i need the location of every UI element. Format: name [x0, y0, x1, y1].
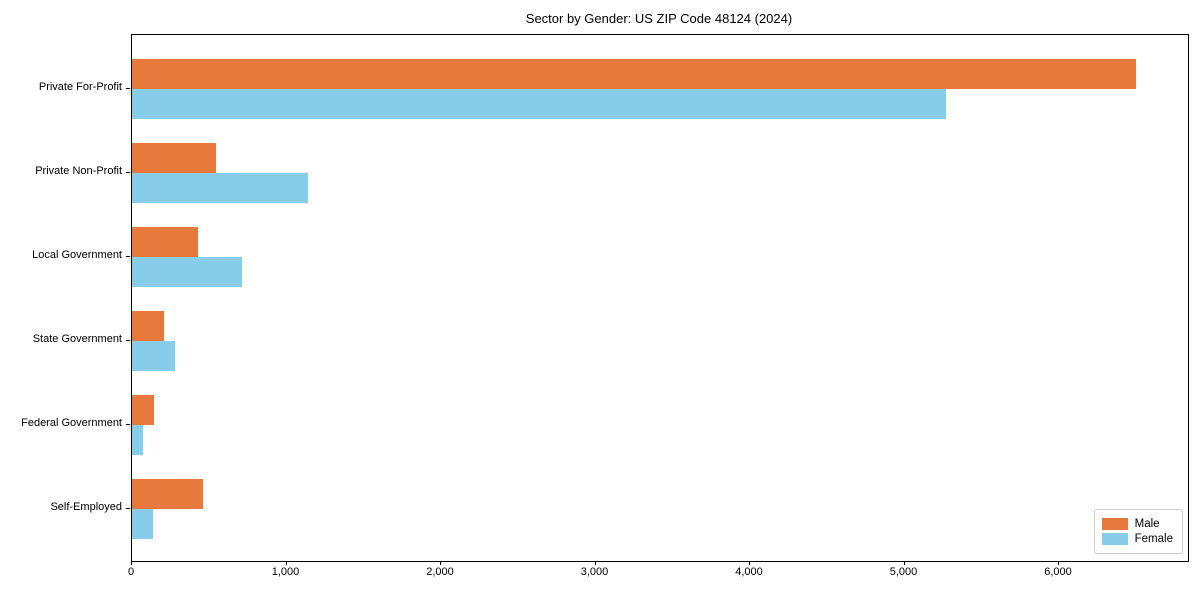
legend-swatch-female: [1101, 533, 1128, 545]
y-tick-label: Private For-Profit: [38, 81, 122, 93]
x-tick-label: 5,000: [889, 566, 918, 578]
x-tick-label: 3,000: [580, 566, 609, 578]
x-tick-mark: [594, 561, 596, 565]
bar-female-0: [132, 89, 947, 119]
bar-female-2: [132, 257, 242, 287]
bar-male-2: [132, 227, 199, 257]
bar-female-1: [132, 173, 309, 203]
chart-title: Sector by Gender: US ZIP Code 48124 (202…: [525, 11, 793, 26]
y-tick-mark: [126, 424, 130, 425]
y-tick-mark: [126, 340, 130, 341]
legend-swatch-male: [1101, 518, 1128, 530]
y-tick-mark: [126, 172, 130, 173]
x-tick-mark: [749, 561, 750, 565]
bar-male-5: [132, 479, 204, 509]
bar-female-5: [132, 509, 153, 539]
y-tick-label: Federal Government: [21, 417, 122, 429]
y-tick-label: State Government: [32, 333, 122, 345]
x-tick-mark: [131, 561, 132, 565]
legend: Male Female: [1093, 509, 1183, 554]
legend-label: Male: [1134, 518, 1160, 530]
legend-label: Female: [1134, 533, 1173, 545]
y-tick-label: Self-Employed: [50, 501, 122, 513]
plot-area: Male Female: [131, 34, 1189, 562]
x-tick-label: 0: [127, 566, 135, 578]
y-tick-label: Local Government: [32, 249, 122, 261]
x-tick-mark: [903, 561, 905, 565]
x-tick-label: 4,000: [735, 566, 763, 578]
x-tick-mark: [440, 561, 441, 565]
bar-female-4: [132, 425, 143, 455]
x-tick-mark: [285, 561, 287, 565]
y-tick-mark: [126, 508, 130, 509]
y-tick-mark: [126, 256, 130, 257]
legend-entry-male: Male: [1101, 518, 1173, 530]
y-tick-label: Private Non-Profit: [35, 165, 122, 177]
x-tick-label: 6,000: [1044, 566, 1072, 578]
x-tick-mark: [1058, 561, 1059, 565]
bar-male-4: [132, 395, 154, 425]
bar-male-1: [132, 143, 217, 173]
y-tick-mark: [126, 88, 130, 89]
bar-male-3: [132, 311, 164, 341]
bar-male-0: [132, 59, 1137, 89]
x-tick-label: 1,000: [271, 566, 300, 578]
x-tick-label: 2,000: [426, 566, 454, 578]
bar-female-3: [132, 341, 176, 371]
legend-entry-female: Female: [1101, 533, 1173, 545]
